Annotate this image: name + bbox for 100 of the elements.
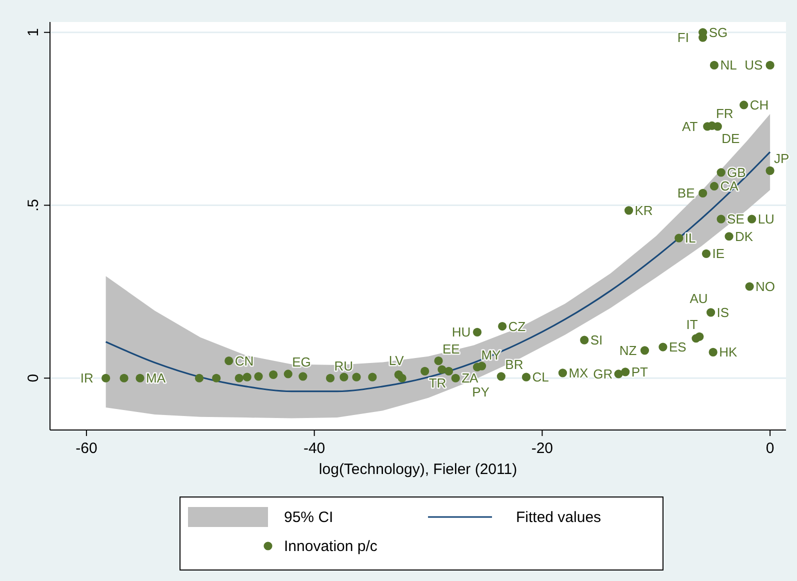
legend-label: Innovation p/c: [284, 538, 378, 555]
point: [745, 282, 754, 291]
point: [136, 374, 144, 382]
point: [254, 372, 263, 381]
annotation: IL: [684, 230, 696, 246]
point: [102, 374, 110, 382]
annotation: US: [744, 58, 764, 73]
point: [658, 342, 668, 352]
annotation: CH: [750, 97, 769, 112]
annotation: MA: [146, 370, 166, 386]
point: [434, 356, 443, 366]
point: [234, 374, 244, 382]
annotation: GR: [593, 366, 613, 382]
point: [496, 372, 506, 381]
point: [224, 356, 234, 366]
annotation: EG: [292, 354, 311, 370]
y-tick-label: .5: [25, 198, 42, 212]
point: [710, 182, 719, 191]
point: [120, 374, 128, 382]
annotation: BE: [677, 186, 696, 201]
point: [420, 366, 430, 376]
point: [624, 206, 634, 215]
point: [708, 348, 718, 357]
annotation: HU: [452, 324, 471, 340]
annotation: IS: [716, 304, 730, 320]
point: [706, 308, 716, 317]
annotation: PY: [472, 384, 490, 400]
annotation: IR: [80, 370, 94, 386]
point: [242, 372, 252, 382]
y-tick-label: 0: [25, 374, 42, 382]
annotation: LU: [758, 212, 774, 227]
point: [478, 362, 486, 370]
annotation: TR: [428, 376, 446, 391]
point: [740, 100, 748, 110]
point: [766, 60, 774, 70]
point: [766, 166, 774, 175]
point: [716, 168, 726, 177]
annotation: FR: [716, 106, 734, 122]
annotation: RU: [334, 358, 354, 374]
annotation: DE: [722, 130, 740, 146]
point: [674, 234, 684, 242]
x-tick-label: -40: [303, 440, 326, 457]
point: [298, 372, 308, 381]
text: 95% CI: [284, 509, 334, 526]
annotation: NL: [720, 58, 737, 73]
point: [713, 122, 722, 131]
annotation: NZ: [619, 342, 637, 358]
point: [640, 346, 650, 355]
annotation: JP: [774, 151, 790, 166]
annotation: GB: [727, 164, 746, 180]
point: [444, 366, 454, 376]
x-tick-label: 0: [766, 440, 774, 457]
point: [621, 368, 630, 376]
point: [710, 60, 719, 70]
annotation: AT: [682, 118, 698, 134]
x-tick-label: -60: [76, 440, 98, 457]
point: [522, 372, 531, 382]
point: [368, 372, 377, 382]
point: [702, 249, 711, 258]
annotation: FI: [677, 30, 689, 46]
point: [326, 374, 335, 382]
annotation: KR: [634, 202, 653, 218]
point: [695, 332, 704, 341]
annotation: NO: [756, 279, 776, 294]
annotation: ZA: [462, 370, 479, 386]
point: [472, 328, 482, 336]
x-tick-label: -20: [531, 440, 554, 457]
annotation: SI: [590, 332, 603, 348]
annotation: EE: [442, 341, 460, 356]
point: [724, 232, 734, 241]
annotation: SG: [708, 24, 728, 40]
annotation: LV: [388, 353, 404, 368]
annotation: ES: [668, 340, 687, 355]
annotation: PT: [631, 364, 648, 380]
annotation: HK: [719, 344, 738, 360]
point: [194, 374, 204, 382]
annotation: DK: [735, 228, 754, 244]
point: [580, 336, 589, 344]
point: [451, 374, 460, 382]
point: [284, 370, 292, 378]
annotation: BR: [505, 356, 524, 372]
point: [340, 372, 348, 382]
point: [352, 372, 361, 382]
point: [558, 368, 567, 378]
point: [498, 322, 507, 331]
point: [716, 214, 726, 224]
annotation: CN: [234, 353, 254, 368]
point: [748, 214, 756, 224]
point: [269, 370, 278, 379]
point: [398, 374, 406, 382]
x-axis-title: log(Technology), Fieler (2011): [318, 461, 518, 478]
annotation: IT: [686, 316, 698, 332]
y-tick-label: 1: [25, 28, 42, 37]
annotation: CZ: [508, 318, 526, 334]
point: [698, 188, 708, 198]
annotation: MX: [568, 365, 589, 380]
annotation: AU: [690, 291, 708, 306]
annotation: CL: [532, 370, 549, 385]
point: [212, 374, 221, 382]
legend-label: Fitted values: [516, 509, 602, 526]
